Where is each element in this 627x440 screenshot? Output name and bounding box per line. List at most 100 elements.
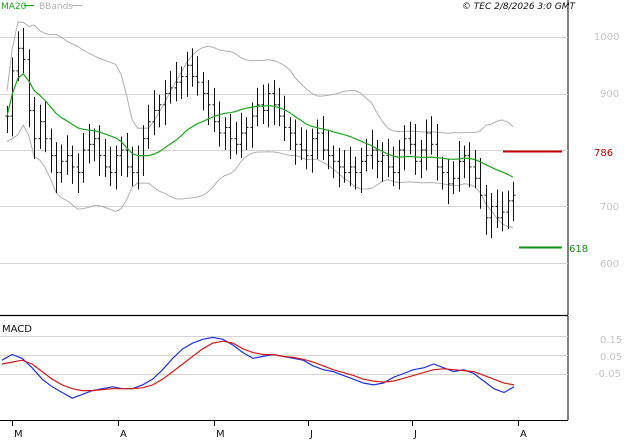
price-bar — [185, 51, 190, 97]
price-bar — [489, 192, 494, 239]
price-bar — [402, 125, 407, 171]
price-bar — [239, 112, 244, 158]
price-bar — [16, 31, 21, 82]
price-bar — [429, 116, 434, 155]
macd-gridlines — [0, 336, 568, 375]
price-bar — [446, 159, 451, 205]
price-bar — [342, 150, 347, 183]
price-bar — [212, 87, 217, 132]
bbands-legend-label: BBands — [39, 2, 73, 12]
price-bar — [380, 142, 385, 182]
price-bar — [201, 72, 206, 111]
price-bar — [277, 87, 282, 127]
panel-frames — [0, 0, 569, 421]
price-bar — [125, 133, 130, 178]
price-bar — [397, 139, 402, 190]
price-bar — [353, 156, 358, 190]
price-bar — [321, 116, 326, 161]
price-bar — [103, 138, 108, 178]
price-bar — [163, 79, 168, 126]
x-tick-label: J — [309, 429, 313, 440]
macd-signal-line — [1, 340, 515, 392]
macd-y-tick-label: -0.05 — [595, 369, 621, 380]
price-bar — [174, 61, 179, 102]
price-bar — [337, 147, 342, 188]
price-bar — [424, 119, 429, 171]
x-tick-label: J — [413, 429, 417, 440]
bbands-layer — [6, 21, 514, 228]
price-bar — [413, 124, 418, 175]
price-bar — [59, 144, 64, 183]
price-bar — [81, 133, 86, 183]
price-bar — [97, 125, 102, 176]
price-bar — [168, 70, 173, 104]
price-bar — [10, 57, 15, 137]
legend: MA20 BBands — [1, 2, 82, 12]
price-bar — [391, 146, 396, 187]
price-bar — [206, 79, 211, 126]
x-tick-label: M — [14, 429, 23, 440]
price-bar — [38, 104, 43, 149]
macd-y-tick-label: 0.15 — [600, 335, 622, 346]
price-bar — [92, 128, 97, 162]
price-bar — [108, 146, 113, 187]
price-bar — [495, 189, 500, 228]
price-bar — [310, 128, 315, 173]
price-bar — [457, 140, 462, 192]
macd-line — [1, 336, 515, 399]
price-bar — [261, 84, 266, 125]
price-bar — [370, 129, 375, 170]
price-bar — [473, 150, 478, 189]
support-label: 618 — [569, 244, 588, 255]
bbands-lower-line — [6, 124, 514, 228]
price-bar — [195, 56, 200, 96]
price-bar — [419, 139, 424, 179]
price-bar — [255, 87, 260, 127]
price-bar — [244, 117, 249, 150]
price-bar — [27, 49, 32, 128]
price-bar — [272, 79, 277, 126]
price-bar — [478, 157, 483, 209]
price-bar — [462, 145, 467, 179]
price-bar — [114, 145, 119, 190]
price-bar — [190, 48, 195, 87]
price-bar — [511, 181, 516, 222]
price-bar — [315, 119, 320, 160]
price-bar — [234, 121, 239, 155]
price-bar — [21, 27, 26, 74]
price-bar — [54, 142, 59, 193]
price-bars — [5, 27, 516, 239]
price-bar — [386, 138, 391, 178]
price-bar — [157, 94, 162, 128]
x-tick-label: M — [216, 429, 225, 440]
price-bar — [65, 135, 70, 175]
y-tick-label: 600 — [600, 259, 619, 270]
price-bar — [146, 104, 151, 149]
price-bar — [326, 129, 331, 170]
price-bar — [331, 145, 336, 179]
ma20-line — [6, 72, 514, 178]
price-y-axis: 1000 900 700 600 — [594, 32, 619, 270]
price-bar — [179, 66, 184, 100]
price-bar — [359, 147, 364, 193]
y-tick-label: 900 — [600, 89, 619, 100]
price-bar — [288, 117, 293, 150]
price-bar — [119, 136, 124, 176]
x-tick-label: A — [120, 429, 127, 440]
price-bar — [293, 119, 298, 165]
price-bar — [500, 191, 505, 232]
price-bar — [484, 185, 489, 235]
macd-panel-label: MACD — [2, 324, 32, 335]
price-bar — [375, 139, 380, 179]
price-bar — [451, 161, 456, 195]
x-tick-label: A — [520, 429, 527, 440]
price-bar — [43, 101, 48, 153]
y-tick-label: 1000 — [594, 32, 619, 43]
resistance-label: 786 — [594, 148, 613, 159]
price-bar — [408, 121, 413, 155]
price-bar — [152, 90, 157, 136]
y-tick-label: 700 — [600, 202, 619, 213]
price-bar — [76, 153, 81, 193]
